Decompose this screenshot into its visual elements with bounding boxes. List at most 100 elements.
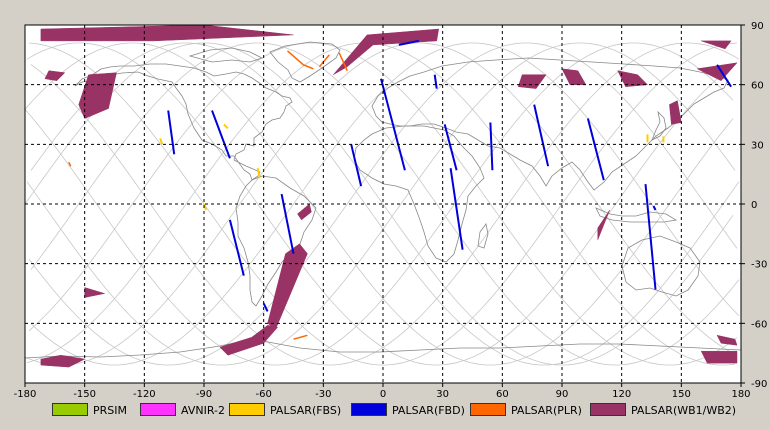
fbs-coverage-strip bbox=[159, 138, 164, 145]
orbit-track bbox=[24, 42, 734, 366]
wb-coverage-strip bbox=[40, 24, 294, 42]
x-tick-label: -120 bbox=[133, 389, 156, 400]
orbit-track bbox=[30, 42, 740, 366]
legend-label-palsar-fbs: PALSAR(FBS) bbox=[270, 404, 342, 417]
wb-coverage-strip bbox=[297, 203, 312, 221]
legend-label-avnir2: AVNIR-2 bbox=[181, 404, 225, 417]
coastline-australia bbox=[621, 235, 701, 297]
y-tick-label: 0 bbox=[751, 200, 757, 211]
fbd-coverage-strip bbox=[350, 144, 363, 187]
x-tick-label: -30 bbox=[315, 389, 331, 400]
legend-item-palsar-fbd: PALSAR(FBD) bbox=[351, 403, 465, 417]
legend-swatch-avnir2 bbox=[140, 403, 176, 416]
legend-swatch-palsar-wb bbox=[590, 403, 626, 416]
coastline-africa bbox=[353, 125, 485, 263]
orbit-track bbox=[24, 42, 734, 366]
legend-item-palsar-fbs: PALSAR(FBS) bbox=[229, 403, 341, 417]
plr-coverage-strip bbox=[68, 161, 72, 167]
y-tick-label: -90 bbox=[751, 379, 767, 390]
fbd-coverage-strip bbox=[262, 302, 269, 312]
coastline-eurasia bbox=[371, 57, 729, 191]
fbd-coverage-strip bbox=[398, 39, 419, 46]
orbit-track bbox=[30, 42, 740, 366]
x-tick-label: 120 bbox=[612, 389, 631, 400]
legend-swatch-palsar-plr bbox=[470, 403, 506, 416]
fbd-coverage-strip bbox=[380, 78, 406, 171]
wb-coverage-strip bbox=[700, 350, 738, 364]
legend-item-palsar-wb: PALSAR(WB1/WB2) bbox=[590, 403, 736, 417]
wb-coverage-strip bbox=[78, 72, 117, 119]
legend-swatch-palsar-fbs bbox=[229, 403, 265, 416]
fbd-coverage-strip bbox=[716, 64, 732, 88]
x-tick-label: -150 bbox=[73, 389, 96, 400]
wb-coverage-strip bbox=[716, 334, 738, 346]
y-tick-label: -30 bbox=[751, 260, 767, 271]
x-tick-label: -90 bbox=[196, 389, 212, 400]
fbd-coverage-strip bbox=[211, 110, 231, 159]
plr-coverage-strip bbox=[293, 334, 308, 340]
legend-item-palsar-plr: PALSAR(PLR) bbox=[470, 403, 582, 417]
wb-coverage-strip bbox=[333, 28, 439, 75]
fbd-coverage-strip bbox=[443, 124, 458, 171]
plr-coverage-strip bbox=[338, 52, 348, 72]
legend-label-palsar-wb: PALSAR(WB1/WB2) bbox=[631, 404, 737, 417]
fbd-coverage-strip bbox=[533, 104, 550, 167]
coastline-indonesia bbox=[595, 207, 678, 223]
legend-swatch-palsar-fbd bbox=[351, 403, 387, 416]
plr-coverage-strip bbox=[318, 54, 330, 68]
plr-coverage-strip bbox=[287, 50, 314, 70]
coastline-south-america bbox=[235, 175, 317, 307]
x-tick-label: 0 bbox=[380, 389, 386, 400]
x-tick-label: 60 bbox=[496, 389, 509, 400]
coastline-madagascar bbox=[477, 223, 489, 249]
x-axis-ticks: -180 -150 -120 -90 -60 -30 0 30 60 90 120 150 180 bbox=[14, 383, 751, 400]
legend-item-avnir2: AVNIR-2 bbox=[140, 403, 225, 417]
wb-coverage-strip bbox=[617, 70, 649, 87]
orbit-track bbox=[28, 42, 738, 366]
fbd-coverage-strip bbox=[433, 74, 438, 89]
y-axis-ticks: 90 60 30 0 -30 -60 -90 bbox=[741, 21, 767, 390]
y-tick-label: 90 bbox=[751, 21, 764, 32]
wb-coverage-strip bbox=[597, 209, 610, 240]
orbit-track bbox=[30, 42, 740, 366]
coastline-japan bbox=[651, 110, 667, 141]
graticule bbox=[25, 25, 741, 383]
x-tick-label: -180 bbox=[14, 389, 37, 400]
fbd-coverage-strip bbox=[652, 205, 657, 211]
fbd-coverage-strip bbox=[586, 118, 605, 181]
orbit-track bbox=[26, 42, 736, 366]
fbd-coverage-strip bbox=[489, 122, 494, 171]
wb-coverage-strip bbox=[701, 40, 732, 50]
x-tick-label: 180 bbox=[731, 389, 750, 400]
coastline-greenland bbox=[269, 41, 341, 83]
fbd-coverage-strip bbox=[449, 168, 464, 250]
x-tick-label: 150 bbox=[672, 389, 691, 400]
orbit-track bbox=[26, 42, 736, 366]
coastlines bbox=[24, 41, 742, 359]
wb-coverage-strip bbox=[40, 354, 86, 368]
fbd-coverage-strip bbox=[228, 219, 245, 276]
legend: PRSIM AVNIR-2 PALSAR(FBS) PALSAR(FBD) PA… bbox=[0, 400, 770, 422]
legend-label-prsim: PRSIM bbox=[93, 404, 127, 417]
orbit-track bbox=[30, 42, 740, 366]
wb-coverage-strip bbox=[44, 70, 66, 81]
fbd-coverage-strip bbox=[644, 184, 657, 290]
coastline-canadian-arctic bbox=[188, 47, 264, 63]
x-tick-label: -60 bbox=[255, 389, 271, 400]
legend-swatch-prsim bbox=[52, 403, 88, 416]
legend-item-prsim: PRSIM bbox=[52, 403, 127, 417]
y-tick-label: 60 bbox=[751, 81, 764, 92]
legend-label-palsar-plr: PALSAR(PLR) bbox=[511, 404, 582, 417]
wb-coverage-strip bbox=[84, 287, 105, 298]
fbs-coverage-strip bbox=[256, 168, 261, 179]
world-coverage-map[interactable]: -180 -150 -120 -90 -60 -30 0 30 60 90 120 150 180 90… bbox=[0, 0, 770, 400]
fbd-coverage-strip bbox=[167, 110, 176, 155]
coastline-antarctica bbox=[24, 339, 742, 359]
fbs-coverage-strip bbox=[223, 123, 229, 130]
wb-coverage-strip bbox=[267, 243, 308, 330]
legend-label-palsar-fbd: PALSAR(FBD) bbox=[392, 404, 465, 417]
y-tick-label: 30 bbox=[751, 140, 764, 151]
y-tick-label: -60 bbox=[751, 319, 767, 330]
x-tick-label: 90 bbox=[556, 389, 569, 400]
